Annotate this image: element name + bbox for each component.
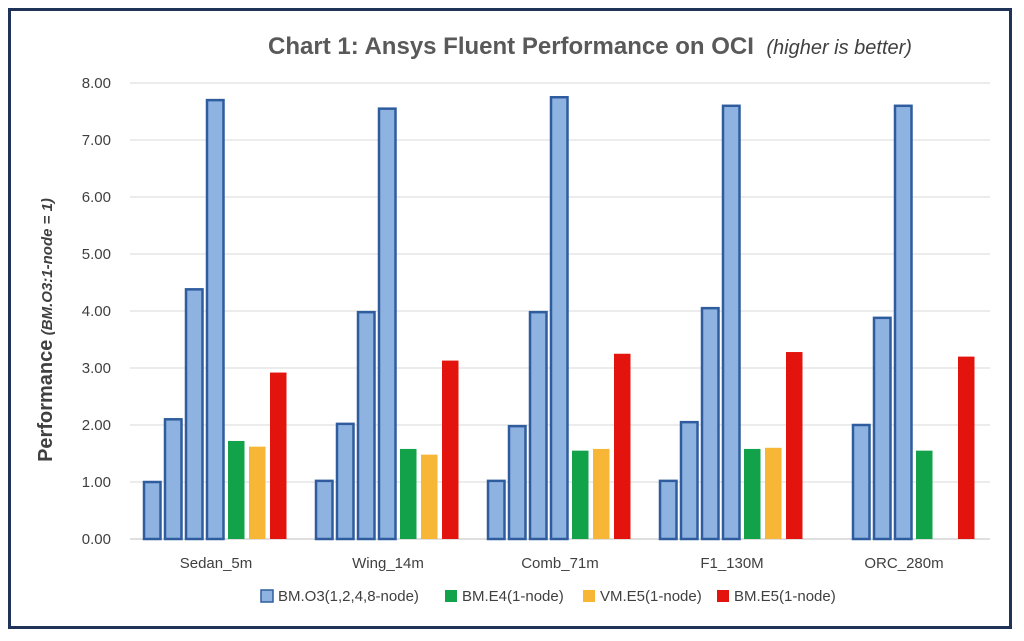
chart-title-main: Chart 1: Ansys Fluent Performance on OCI xyxy=(268,33,754,60)
bar-bm-o3 xyxy=(851,423,871,541)
bar-bm-o3 xyxy=(335,422,355,541)
bar-bm-o3 xyxy=(377,107,397,541)
bar-vm-e5 xyxy=(765,447,782,539)
y-tick-label: 2.00 xyxy=(82,417,111,434)
bar-bm-o3 xyxy=(163,418,183,541)
legend-bm-o3-swatch xyxy=(260,589,274,603)
legend: BM.O3(1,2,4,8-node) BM.E4(1-node) VM.E5(1-… xyxy=(260,588,836,605)
x-category-label: F1_130M xyxy=(700,555,763,572)
bar-bm-o3 xyxy=(872,316,892,541)
bar-bm-o3 xyxy=(679,420,699,541)
bar-bm-e5 xyxy=(270,372,287,539)
bar-bm-o3 xyxy=(721,104,741,541)
bar-bm-o3 xyxy=(893,104,913,541)
bar-bm-o3 xyxy=(314,479,334,541)
y-tick-label: 4.00 xyxy=(82,303,111,320)
x-category-label: Wing_14m xyxy=(352,555,424,572)
y-axis-label: Performance (BM.O3:1-node = 1) xyxy=(35,198,57,462)
legend-vm-e5-swatch xyxy=(583,590,595,602)
y-tick-label: 7.00 xyxy=(82,132,111,149)
y-tick-label: 6.00 xyxy=(82,189,111,206)
legend-bm-e4-swatch xyxy=(445,590,457,602)
bar-bm-e5 xyxy=(786,352,803,539)
legend-vm-e5-label: VM.E5(1-node) xyxy=(600,588,702,605)
bar-bm-o3 xyxy=(658,479,678,541)
bar-bm-o3 xyxy=(507,424,527,541)
bar-bm-o3 xyxy=(486,479,506,541)
bar-bm-e5 xyxy=(442,360,459,539)
bar-bm-e4 xyxy=(744,448,761,539)
y-tick-label: 5.00 xyxy=(82,246,111,263)
bar-vm-e5 xyxy=(421,454,438,539)
y-axis-label-main: Performance xyxy=(35,340,57,462)
bar-bm-o3 xyxy=(356,310,376,541)
bar-bm-o3 xyxy=(528,310,548,541)
bar-vm-e5 xyxy=(593,448,610,539)
legend-bm-e4-label: BM.E4(1-node) xyxy=(462,588,564,605)
y-axis-label-sub: (BM.O3:1-node = 1) xyxy=(39,198,56,335)
x-axis-categories: Sedan_5m Wing_14m Comb_71m F1_130M ORC_280m xyxy=(180,555,944,572)
x-category-label: ORC_280m xyxy=(864,555,943,572)
y-tick-label: 1.00 xyxy=(82,474,111,491)
y-tick-label: 3.00 xyxy=(82,360,111,377)
chart-title: Chart 1: Ansys Fluent Performance on OCI… xyxy=(268,33,912,60)
bar-bm-e4 xyxy=(572,450,589,539)
y-tick-label: 0.00 xyxy=(82,531,111,548)
legend-bm-e5-swatch xyxy=(717,590,729,602)
bar-bm-e4 xyxy=(400,448,417,539)
bar-bm-o3 xyxy=(184,288,204,541)
y-tick-label: 8.00 xyxy=(82,75,111,92)
legend-bm-e5-label: BM.E5(1-node) xyxy=(734,588,836,605)
legend-bm-o3-label: BM.O3(1,2,4,8-node) xyxy=(278,588,419,605)
y-axis-ticks: 0.00 1.00 2.00 3.00 4.00 5.00 6.00 7.00 8.00 xyxy=(82,75,111,548)
x-category-label: Comb_71m xyxy=(521,555,599,572)
bar-vm-e5 xyxy=(249,446,266,539)
bar-bm-e4 xyxy=(228,440,245,539)
bars xyxy=(142,96,975,541)
bar-bm-e5 xyxy=(958,356,975,539)
bar-bm-o3 xyxy=(700,306,720,541)
bar-bm-o3 xyxy=(142,480,162,541)
bar-bm-o3 xyxy=(205,98,225,541)
x-category-label: Sedan_5m xyxy=(180,555,253,572)
bar-bm-o3 xyxy=(549,96,569,541)
bar-bm-e4 xyxy=(916,450,933,539)
bar-bm-e5 xyxy=(614,353,631,539)
chart-title-subtitle: (higher is better) xyxy=(766,37,912,59)
